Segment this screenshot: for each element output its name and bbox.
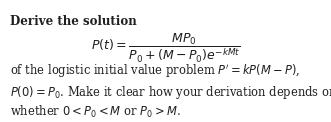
- Text: $P(0) = P_0$. Make it clear how your derivation depends on: $P(0) = P_0$. Make it clear how your der…: [10, 84, 331, 101]
- Text: $P(t) = \dfrac{MP_0}{P_0 + (M - P_0)e^{-kMt}}$: $P(t) = \dfrac{MP_0}{P_0 + (M - P_0)e^{-…: [91, 32, 240, 65]
- Text: whether $0 < P_0 < M$ or $P_0 > M$.: whether $0 < P_0 < M$ or $P_0 > M$.: [10, 103, 181, 120]
- Text: of the logistic initial value problem $P^{\prime} = kP(M - P)$,: of the logistic initial value problem $P…: [10, 62, 300, 80]
- Text: Derive the solution: Derive the solution: [10, 15, 137, 28]
